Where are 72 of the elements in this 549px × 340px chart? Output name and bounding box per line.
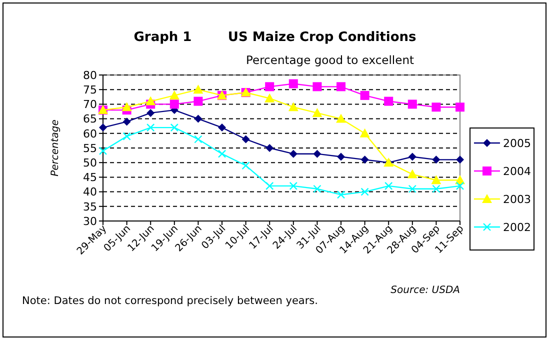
- point: [456, 182, 464, 190]
- point: [407, 169, 418, 178]
- y-tick-label: 65: [83, 112, 97, 126]
- point: [146, 96, 156, 106]
- point: [146, 123, 155, 132]
- point: [456, 156, 464, 164]
- y-tick-label: 70: [83, 98, 97, 112]
- point: [193, 84, 204, 94]
- point: [456, 102, 464, 112]
- point: [289, 150, 298, 158]
- point: [194, 114, 202, 123]
- y-tick-label: 75: [83, 83, 97, 96]
- point: [146, 108, 155, 117]
- point: [265, 82, 274, 92]
- point: [431, 175, 442, 184]
- point: [313, 150, 322, 158]
- point: [337, 152, 345, 161]
- y-tick-label: 60: [83, 127, 97, 140]
- legend-label: 2005: [503, 136, 531, 150]
- point: [360, 90, 370, 100]
- point: [336, 114, 346, 123]
- point: [122, 118, 131, 126]
- y-tick-label: 45: [83, 171, 97, 184]
- point: [169, 90, 180, 100]
- y-tick-label: 80: [83, 68, 97, 82]
- point: [122, 102, 132, 112]
- legend-label: 2004: [503, 164, 531, 178]
- point: [98, 146, 108, 156]
- point: [336, 82, 346, 92]
- point: [264, 93, 275, 102]
- point: [384, 182, 393, 190]
- source-note: Source: USDA: [390, 285, 460, 296]
- point: [194, 96, 203, 106]
- legend-label: 2002: [503, 220, 531, 234]
- point: [360, 188, 369, 196]
- point: [266, 144, 274, 152]
- point: [336, 190, 346, 199]
- point: [194, 135, 202, 144]
- chart-subtitle: Percentage good to excellent: [246, 53, 414, 67]
- point: [360, 156, 369, 164]
- text: Note: Dates do not correspond precisely between years.: [22, 295, 318, 307]
- y-tick-label: 30: [83, 214, 97, 228]
- point: [408, 100, 417, 109]
- point: [170, 123, 178, 132]
- point: [408, 152, 416, 161]
- point: [288, 102, 298, 112]
- point: [218, 150, 226, 158]
- y-tick-label: 50: [83, 156, 97, 170]
- point: [170, 100, 179, 109]
- y-tick-label: 55: [83, 142, 97, 155]
- legend-label: 2003: [503, 192, 531, 206]
- point: [384, 96, 394, 106]
- point: [432, 184, 440, 193]
- point: [408, 184, 416, 193]
- point: [312, 108, 322, 117]
- y-tick-label: 35: [83, 200, 97, 214]
- point: [218, 124, 226, 132]
- point: [432, 102, 441, 112]
- point: [289, 182, 298, 190]
- point: [242, 135, 250, 144]
- point: [432, 156, 440, 164]
- point: [266, 182, 274, 190]
- y-axis-title: Percentage: [50, 120, 61, 176]
- y-tick-label: 40: [83, 186, 97, 199]
- point: [242, 161, 250, 170]
- point: [122, 132, 131, 140]
- point: [288, 79, 298, 88]
- point: [313, 184, 322, 193]
- point: [312, 82, 322, 92]
- chart-title: Graph 1 US Maize Crop Conditions: [134, 30, 417, 45]
- point: [360, 128, 370, 138]
- point: [99, 124, 107, 132]
